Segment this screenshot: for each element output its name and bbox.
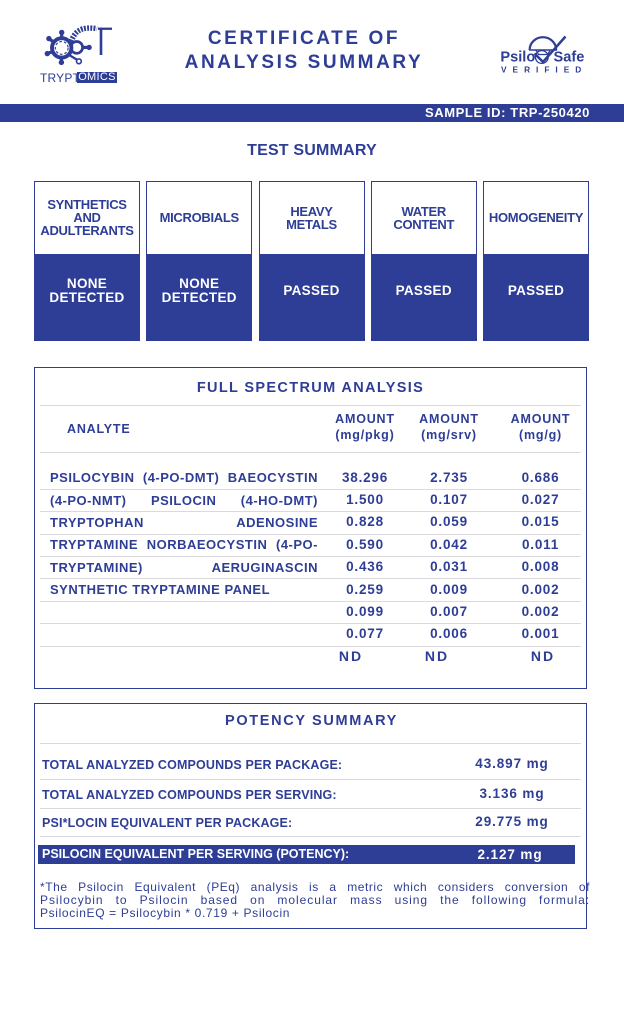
svg-text:Safe: Safe bbox=[554, 50, 585, 66]
svg-text:VERIFIED: VERIFIED bbox=[501, 64, 587, 74]
svg-text:Psilo: Psilo bbox=[500, 50, 535, 66]
